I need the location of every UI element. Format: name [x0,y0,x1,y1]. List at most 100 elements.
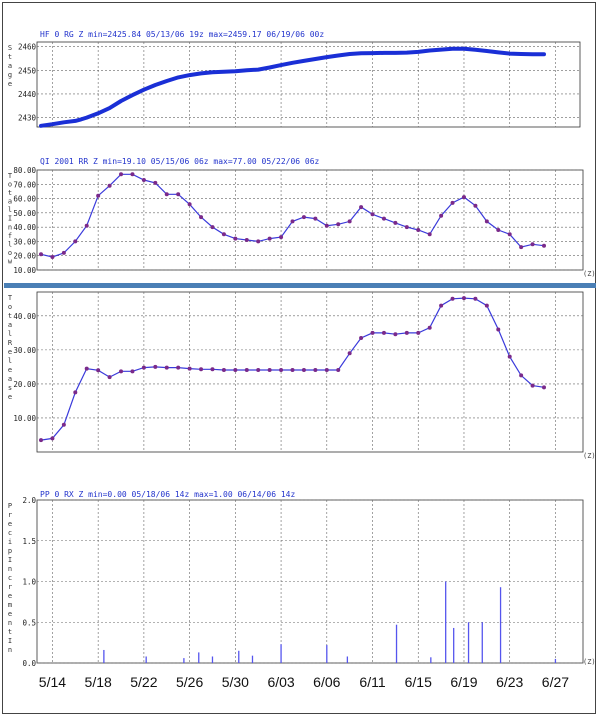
inflow-data-point [39,252,43,257]
release-corner-label: (Z) [583,452,596,460]
inflow-data-point [290,219,295,224]
chart-layer: 2460245024402430Stage80.0070.0060.0050.0… [8,41,584,690]
inflow-data-point [347,219,352,224]
panel-divider [4,283,596,288]
inflow-data-point [530,242,535,247]
inflow-y-tick-label: 40.00 [13,223,36,232]
release-data-point [50,436,55,441]
stage-ylabel-char: S [8,44,12,52]
inflow-data-point [542,243,546,248]
inflow-y-tick-label: 80.00 [13,166,36,175]
inflow-data-point [199,215,204,220]
precip-header: PP 0 RX Z min=0.00 05/18/06 14z max=1.00… [40,490,295,499]
inflow-data-point [404,225,409,230]
inflow-plot-border [36,169,584,271]
inflow-data-point [450,200,455,205]
release-data-point [96,368,101,373]
release-ylabel-char: t [8,312,12,320]
release-y-tick-label: 30.00 [13,346,36,355]
release-ylabel-char: e [8,393,12,401]
release-plot-border [36,291,584,453]
release-data-point [221,367,226,372]
release-data-point [393,332,398,337]
inflow-data-point [279,235,284,240]
release-data-point [279,367,284,372]
release-data-point [473,296,478,301]
release-ylabel-char: R [8,339,13,347]
release-data-point [256,367,261,372]
inflow-data-point [244,238,249,242]
release-data-point [301,367,306,372]
inflow-data-point [233,236,238,241]
x-date-label: 6/15 [405,674,432,690]
inflow-data-point [416,228,421,232]
inflow-ylabel-char: l [8,206,12,214]
release-data-point [542,385,546,390]
inflow-ylabel-char: w [8,257,13,265]
inflow-data-point [210,225,215,230]
stage-series-line [39,46,546,128]
precip-corner-label: (Z) [583,658,596,666]
precip-ylabel-char: e [8,520,12,528]
precip-ylabel-char: c [8,574,12,582]
release-data-point [233,367,238,372]
stage-y-tick-label: 2440 [18,90,37,99]
inflow-data-point [50,255,55,259]
release-ylabel-char: a [8,321,12,329]
release-data-point [484,303,489,308]
inflow-data-point [73,239,78,244]
stage-y-tick-label: 2430 [18,114,37,123]
release-ylabel-char: T [8,294,13,302]
inflow-y-tick-label: 10.00 [13,266,36,275]
stage-ylabel-char: g [8,71,12,79]
inflow-data-point [381,216,386,221]
precip-y-tick-label: 0.0 [22,659,36,668]
inflow-data-point [370,212,375,217]
stage-ylabel-char: t [8,53,12,61]
x-date-label: 5/30 [222,674,249,690]
release-ylabel-char: l [8,357,12,365]
x-date-label: 5/14 [39,674,66,690]
inflow-data-point [96,193,101,198]
inflow-y-tick-label: 60.00 [13,195,36,204]
x-date-label: 5/22 [130,674,157,690]
stage-ylabel-char: a [8,62,12,70]
release-data-point [461,296,466,301]
x-date-label: 6/19 [450,674,477,690]
inflow-data-point [519,245,524,250]
inflow-ylabel-char: f [8,232,12,240]
inflow-data-point [267,236,272,241]
inflow-data-point [256,239,261,244]
stage-y-tick-label: 2460 [18,43,37,52]
release-data-point [347,351,352,356]
inflow-ylabel-char: n [8,223,12,231]
release-data-point [324,367,329,372]
precip-ylabel-char: p [8,547,12,555]
precip-ylabel-char: m [8,601,12,609]
precip-ylabel-char: e [8,592,12,600]
release-data-point [267,367,272,372]
release-data-point [119,369,124,374]
release-y-tick-label: 20.00 [13,380,36,389]
release-data-point [450,296,455,301]
inflow-ylabel-char: a [8,198,12,206]
release-ylabel-char: o [8,303,12,311]
release-data-point [336,367,341,372]
inflow-data-point [336,222,341,227]
inflow-data-point [507,232,512,237]
precip-ylabel-char: r [8,583,12,591]
inflow-data-point [461,195,466,200]
release-ylabel-char: a [8,375,12,383]
x-date-label: 6/03 [267,674,294,690]
release-y-tick-label: 10.00 [13,414,36,423]
inflow-data-point [141,178,146,182]
release-data-point [370,330,375,335]
inflow-ylabel-char: o [8,249,12,257]
inflow-data-point [313,216,318,221]
precip-ylabel-char: e [8,610,12,618]
precip-y-tick-label: 2.0 [22,496,36,505]
inflow-data-point [119,172,124,177]
inflow-data-point [107,183,112,188]
inflow-series-line [40,173,545,258]
